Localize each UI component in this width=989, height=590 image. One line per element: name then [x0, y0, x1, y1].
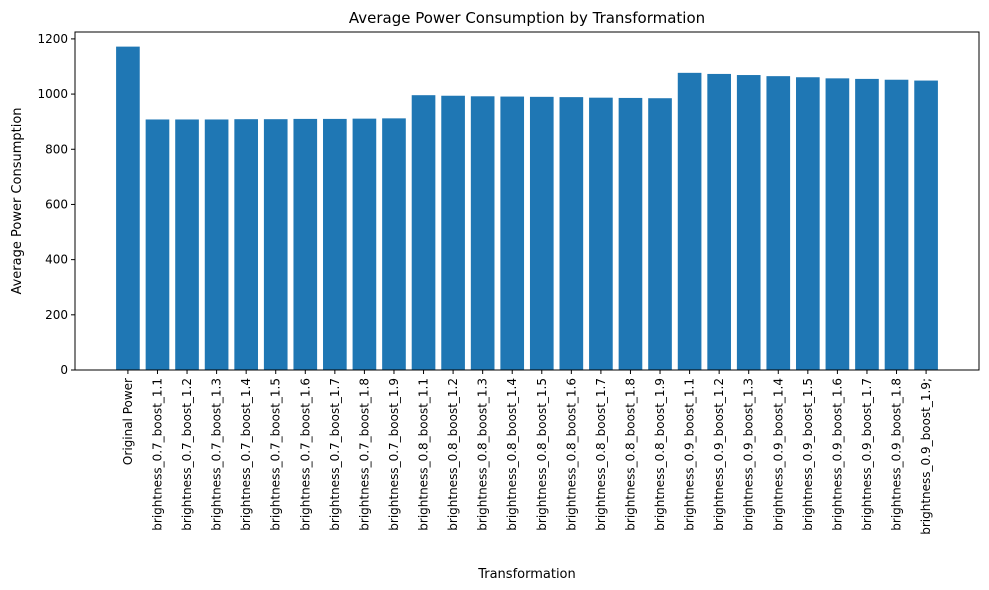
- bar: [175, 119, 199, 370]
- bar: [529, 96, 554, 370]
- bar: [411, 95, 436, 370]
- x-tick-label: brightness_0.8_boost_1.5: [535, 378, 549, 531]
- bar: [766, 76, 791, 371]
- chart-title: Average Power Consumption by Transformat…: [349, 9, 705, 27]
- x-tick-label: brightness_0.9_boost_1.4: [771, 378, 785, 531]
- bars-group: [116, 46, 938, 371]
- x-tick-label: brightness_0.8_boost_1.9: [653, 378, 667, 531]
- x-axis: Original Power brightness_0.7_boost_1.1 br…: [121, 370, 933, 535]
- bar: [559, 97, 584, 371]
- bar: [145, 119, 170, 370]
- x-axis-label: Transformation: [477, 567, 576, 582]
- y-tick-label: 400: [45, 253, 68, 267]
- bar: [707, 73, 731, 370]
- bar: [293, 118, 318, 370]
- bar: [470, 96, 495, 370]
- bar: [796, 77, 820, 370]
- x-tick-label: brightness_0.7_boost_1.8: [357, 378, 371, 531]
- x-tick-label: brightness_0.8_boost_1.2: [446, 378, 460, 531]
- x-tick-label: brightness_0.7_boost_1.2: [180, 378, 194, 531]
- x-tick-label: brightness_0.9_boost_1.9;: [919, 378, 933, 535]
- y-axis: 0 200 400 600 800 1000 1200: [37, 32, 75, 377]
- y-tick-label: 1000: [37, 87, 68, 101]
- x-tick-label: brightness_0.7_boost_1.3: [210, 378, 224, 531]
- bar: [234, 119, 258, 370]
- x-tick-label: brightness_0.7_boost_1.6: [298, 378, 312, 531]
- x-tick-label: brightness_0.8_boost_1.8: [623, 378, 637, 531]
- bar: [204, 119, 229, 370]
- bar: [441, 95, 465, 371]
- x-tick-label: brightness_0.9_boost_1.5: [801, 378, 815, 531]
- x-tick-label: brightness_0.9_boost_1.8: [890, 378, 904, 531]
- x-tick-label: brightness_0.9_boost_1.6: [830, 378, 844, 531]
- x-tick-label: brightness_0.8_boost_1.6: [564, 378, 578, 531]
- x-tick-label: brightness_0.9_boost_1.2: [712, 378, 726, 531]
- x-tick-label: brightness_0.8_boost_1.3: [476, 378, 490, 531]
- x-tick-label: brightness_0.7_boost_1.1: [150, 378, 164, 531]
- x-tick-label: brightness_0.7_boost_1.9: [387, 378, 401, 531]
- y-tick-label: 800: [45, 142, 68, 156]
- y-tick-label: 600: [45, 197, 68, 211]
- bar: [825, 78, 850, 370]
- bar: [352, 118, 377, 370]
- x-tick-label: brightness_0.7_boost_1.5: [269, 378, 283, 531]
- x-tick-label: brightness_0.9_boost_1.3: [742, 378, 756, 531]
- bar: [589, 97, 613, 371]
- y-tick-label: 0: [60, 363, 68, 377]
- bar: [677, 72, 702, 370]
- x-tick-label: Original Power: [121, 378, 135, 465]
- y-tick-label: 200: [45, 308, 68, 322]
- bar: [500, 96, 525, 370]
- bar: [914, 80, 938, 370]
- x-tick-label: brightness_0.7_boost_1.4: [239, 378, 253, 531]
- bar: [855, 78, 879, 370]
- x-tick-label: brightness_0.9_boost_1.1: [683, 378, 697, 531]
- bar: [884, 79, 909, 370]
- bar: [263, 119, 288, 370]
- x-tick-label: brightness_0.8_boost_1.7: [594, 378, 608, 531]
- y-tick-label: 1200: [37, 32, 68, 46]
- plot-frame: [74, 31, 980, 371]
- bar: [116, 46, 140, 371]
- x-tick-label: brightness_0.8_boost_1.4: [505, 378, 519, 531]
- bar: [618, 97, 643, 370]
- y-axis-label: Average Power Consumption: [10, 107, 25, 294]
- bar: [736, 75, 761, 370]
- x-tick-label: brightness_0.7_boost_1.7: [328, 378, 342, 531]
- x-tick-label: brightness_0.9_boost_1.7: [860, 378, 874, 531]
- bar: [323, 118, 347, 370]
- bar: [382, 118, 406, 370]
- bar: [648, 98, 672, 370]
- x-tick-label: brightness_0.8_boost_1.1: [417, 378, 431, 531]
